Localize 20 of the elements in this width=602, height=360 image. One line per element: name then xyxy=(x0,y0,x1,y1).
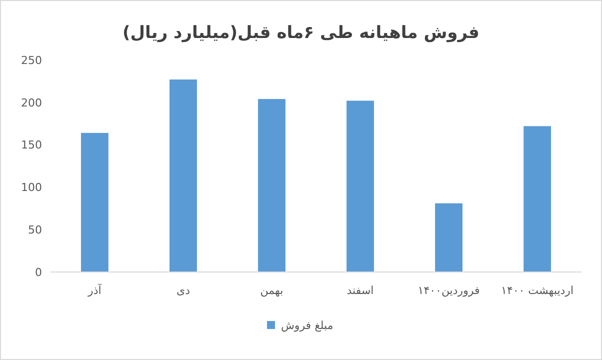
y-tick-label: 250 xyxy=(21,54,42,67)
bar xyxy=(170,80,197,272)
y-tick-label: 200 xyxy=(21,96,42,110)
bar xyxy=(80,132,108,272)
legend-label: مبلغ فروش xyxy=(281,319,334,332)
bar xyxy=(258,99,286,272)
x-tick-label: فروردین۱۴۰۰ xyxy=(418,284,480,297)
bar xyxy=(346,100,374,272)
x-tick-label: دی xyxy=(176,284,190,297)
bar xyxy=(435,203,462,272)
bar xyxy=(524,126,552,272)
x-tick-label: آذر xyxy=(87,283,102,297)
chart-title: فروش ماهیانه طی ۶ماه قبل(میلیارد ریال) xyxy=(122,23,480,43)
y-tick-label: 150 xyxy=(21,138,42,152)
y-tick-label: 0 xyxy=(35,266,42,279)
y-tick-label: 100 xyxy=(21,181,42,194)
x-tick-label: اردیبهشت ۱۴۰۰ xyxy=(501,284,574,297)
x-tick-label: بهمن xyxy=(260,284,284,297)
y-tick-label: 50 xyxy=(28,223,42,236)
x-tick-label: اسفند xyxy=(346,284,374,297)
